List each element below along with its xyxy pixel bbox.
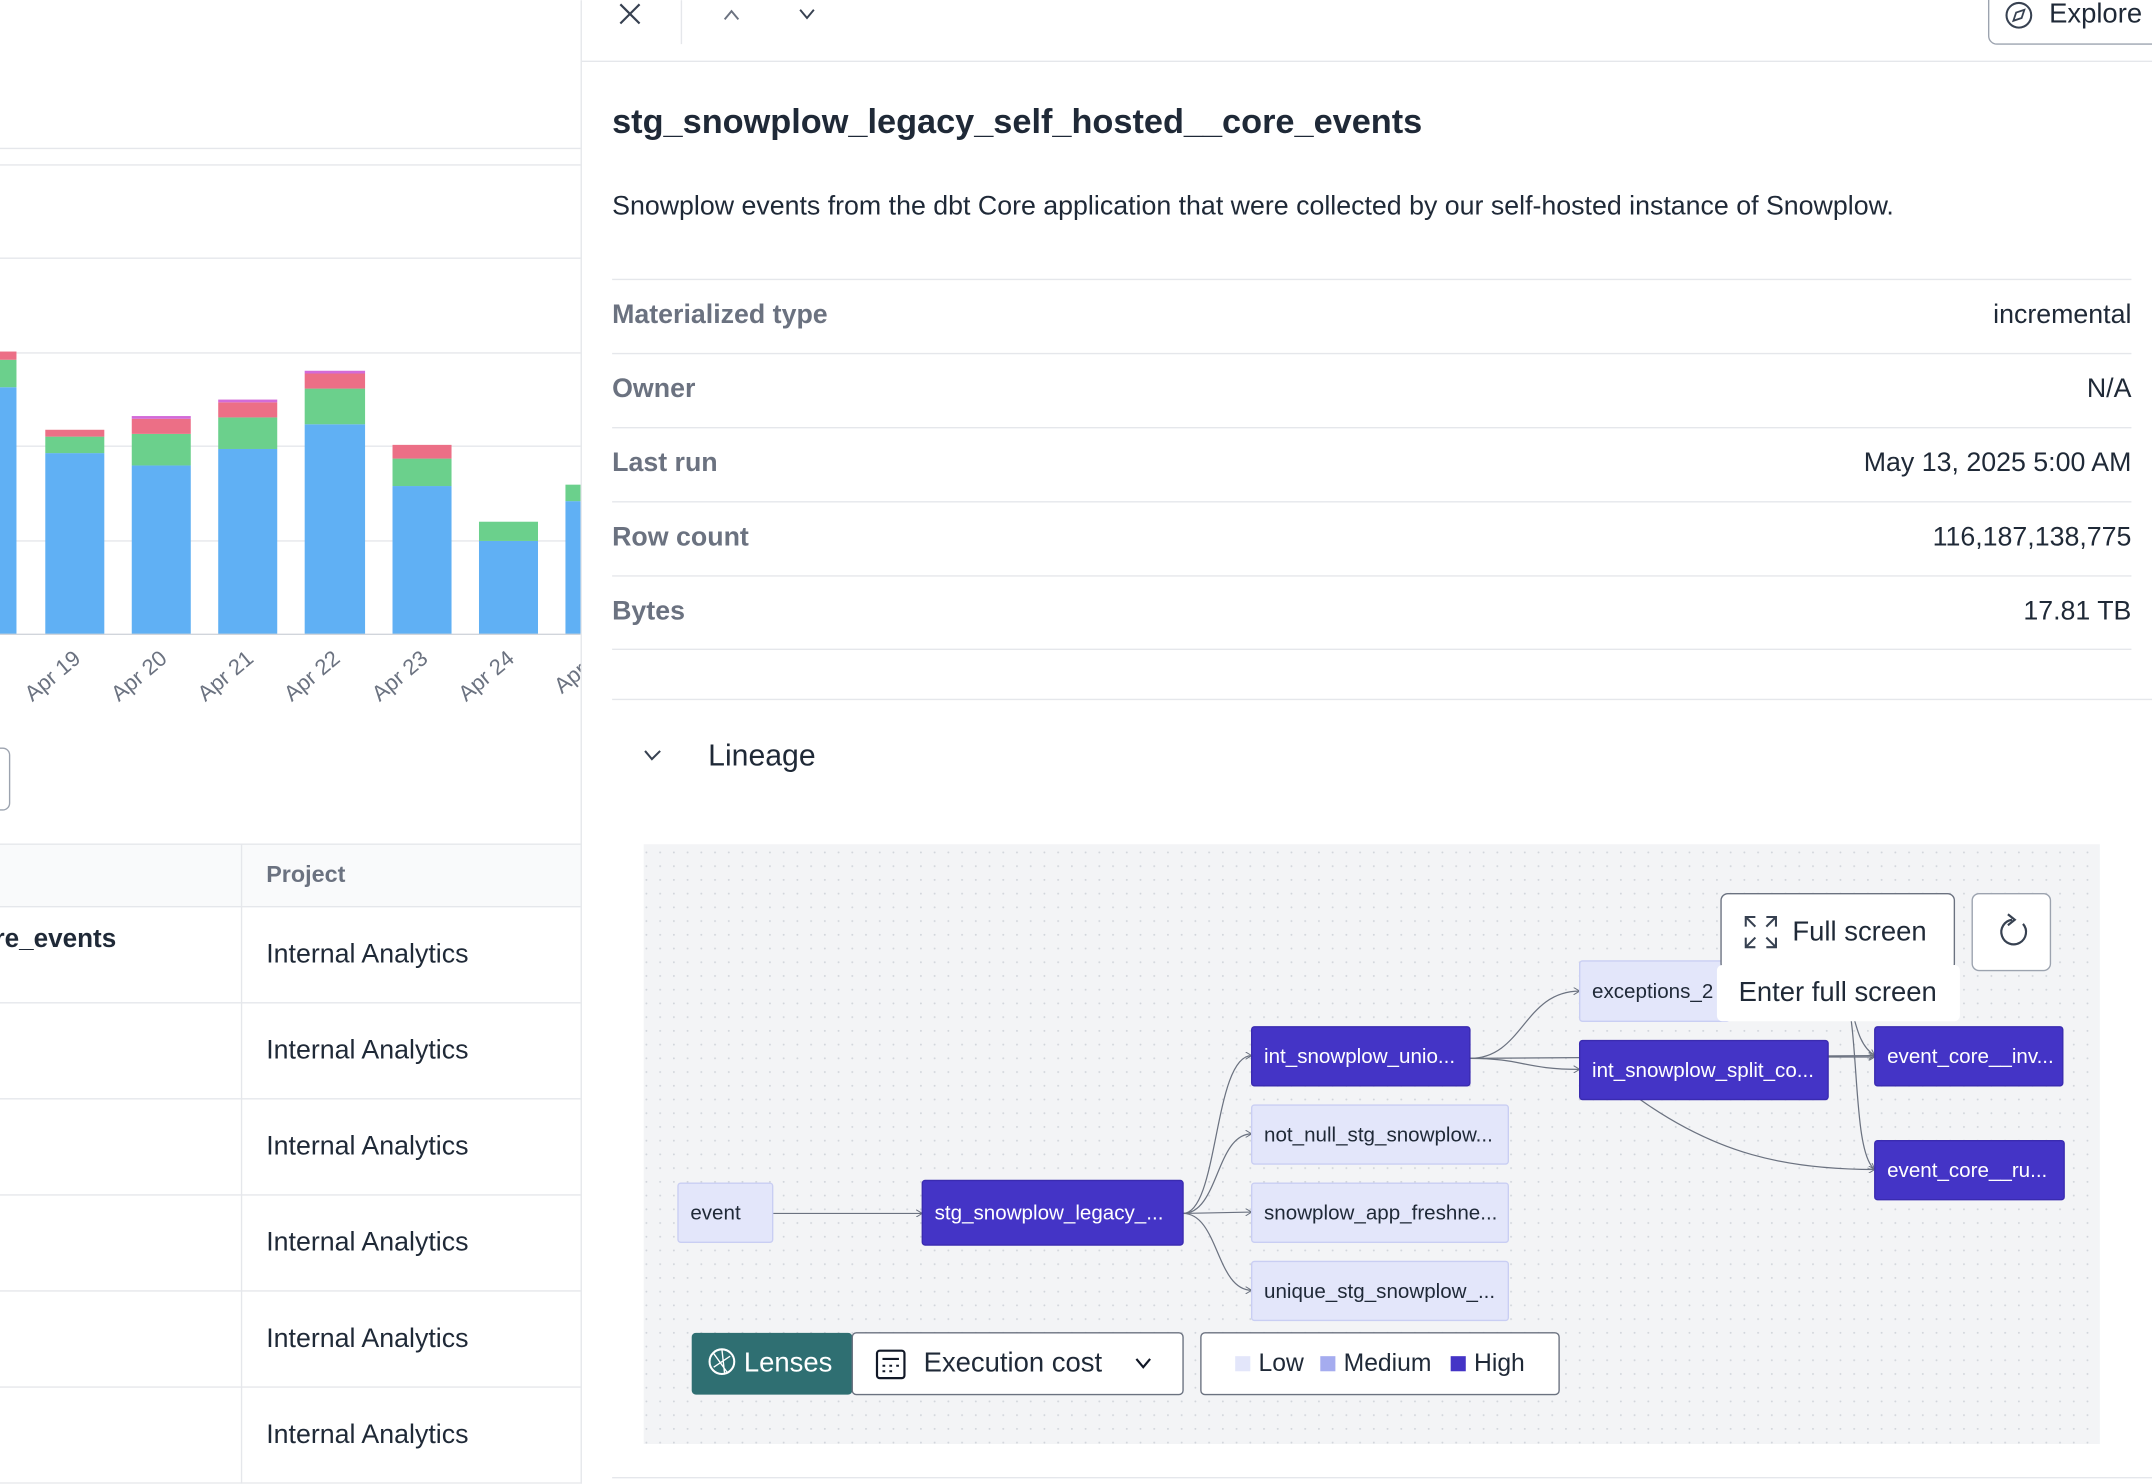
table-cell: Internal Analytics [266,1035,468,1065]
property-label: Last run [612,447,718,477]
node-label[interactable]: exceptions_2 [1592,980,1713,1003]
table-header [0,844,581,907]
x-axis-labels: Apr 19 Apr 20 Apr 21 Apr 22 Apr 23 Apr 24 Apr … [20,645,605,706]
close-button[interactable] [619,3,641,25]
legend-label: Low [1259,1350,1304,1377]
full-screen-label[interactable]: Full screen [1792,916,1926,947]
node-box[interactable] [677,1182,774,1243]
table-cell: Internal Analytics [266,938,468,968]
node-box[interactable] [1579,1039,1829,1101]
lenses-label[interactable]: Lenses [744,1347,832,1378]
node-box[interactable] [1874,1140,2065,1201]
legend-swatch [1235,1356,1251,1372]
node-box[interactable] [1250,1182,1510,1243]
top-bar: Explore [581,0,2152,62]
property-value: incremental [1993,299,2131,329]
table-cell: Internal Analytics [266,1227,468,1257]
section-title[interactable]: Lineage [708,740,815,773]
tooltip [1716,965,1960,1022]
property-label: Row count [612,521,749,551]
button-edge[interactable] [0,747,11,811]
node-box[interactable] [1250,1104,1510,1165]
legend-label: High [1474,1350,1525,1377]
chart-bars [0,351,581,635]
node-label[interactable]: stg_snowplow_legacy_... [935,1202,1164,1225]
node-box[interactable] [1250,1026,1471,1087]
node[interactable]: event [677,1182,774,1243]
node[interactable]: snowplow_app_freshne... [1250,1182,1510,1243]
tooltip-text: Enter full screen [1739,976,1937,1007]
nodes: event stg_snowplow_legacy_... int_snowplow… [677,960,2065,1322]
x-tick-label: Apr 2 [549,645,605,698]
x-tick-label: Apr 19 [20,645,86,706]
node-box[interactable] [921,1179,1184,1246]
node[interactable]: not_null_stg_snowplow... [1250,1104,1510,1165]
node-box[interactable] [1250,1260,1510,1322]
node-label[interactable]: not_null_stg_snowplow... [1264,1123,1493,1146]
column-header: Project [266,861,345,887]
node-label[interactable]: event [690,1202,741,1225]
x-tick-label: Apr 22 [279,645,345,706]
lens-select[interactable] [851,1332,1184,1396]
property-label: Bytes [612,595,685,625]
left-panel: Apr 19 Apr 20 Apr 21 Apr 22 Apr 23 Apr 24 Apr … [0,147,605,1484]
node-label[interactable]: int_snowplow_unio... [1264,1045,1455,1068]
legend [1200,1332,1560,1396]
x-tick-label: Apr 23 [367,645,433,706]
node-label[interactable]: event_core__inv... [1887,1045,2054,1068]
x-tick-label: Apr 20 [106,645,172,706]
table-cell: Internal Analytics [266,1323,468,1353]
node[interactable]: int_snowplow_unio... [1250,1026,1471,1087]
property-label: Owner [612,373,695,403]
node[interactable]: int_snowplow_split_co... [1579,1039,1829,1101]
refresh-button[interactable] [1971,892,2052,972]
next-button[interactable] [799,9,815,20]
model-title: stg_snowplow_legacy_self_hosted__core_ev… [612,103,1422,141]
collapse-toggle[interactable] [644,750,661,761]
x-tick-label: Apr 21 [193,645,259,706]
prev-button[interactable] [723,9,740,21]
lenses-button[interactable] [691,1332,853,1395]
legend-swatch [1450,1356,1466,1372]
legend-items: Low Medium High [1235,1350,1525,1377]
legend-swatch [1320,1356,1336,1372]
x-tick-label: Apr 24 [453,645,519,706]
node-label[interactable]: int_snowplow_split_co... [1592,1059,1814,1082]
property-value: N/A [2087,373,2132,403]
properties: Materialized type incremental Owner N/A Last… [612,278,2132,651]
node[interactable]: exceptions_2 [1579,960,1730,1022]
node[interactable]: stg_snowplow_legacy_... [921,1179,1184,1246]
legend-label: Medium [1344,1350,1432,1377]
table-cell: re_events [0,923,116,953]
explore-label[interactable]: Explore [2049,0,2142,29]
node-label[interactable]: snowplow_app_freshne... [1264,1202,1497,1225]
node-box[interactable] [1874,1026,2064,1087]
node[interactable]: event_core__inv... [1874,1026,2064,1087]
node-label[interactable]: unique_stg_snowplow_... [1264,1280,1495,1303]
property-value: 116,187,138,775 [1933,521,2132,551]
table-cell: Internal Analytics [266,1131,468,1161]
node-label[interactable]: event_core__ru... [1887,1159,2047,1182]
table-rows: Internal Analytics Internal Analytics Inte… [0,906,581,1484]
node[interactable]: event_core__ru... [1874,1140,2065,1201]
node[interactable]: unique_stg_snowplow_... [1250,1260,1510,1322]
lens-select-label[interactable]: Execution cost [924,1347,1103,1378]
table-cell: Internal Analytics [266,1419,468,1449]
property-label: Materialized type [612,299,828,329]
property-value: 17.81 TB [2023,595,2131,625]
cells: Internal Analytics Internal Analytics Inte… [266,938,468,1448]
model-description: Snowplow events from the dbt Core applic… [612,190,1894,220]
property-value: May 13, 2025 5:00 AM [1864,447,2132,477]
